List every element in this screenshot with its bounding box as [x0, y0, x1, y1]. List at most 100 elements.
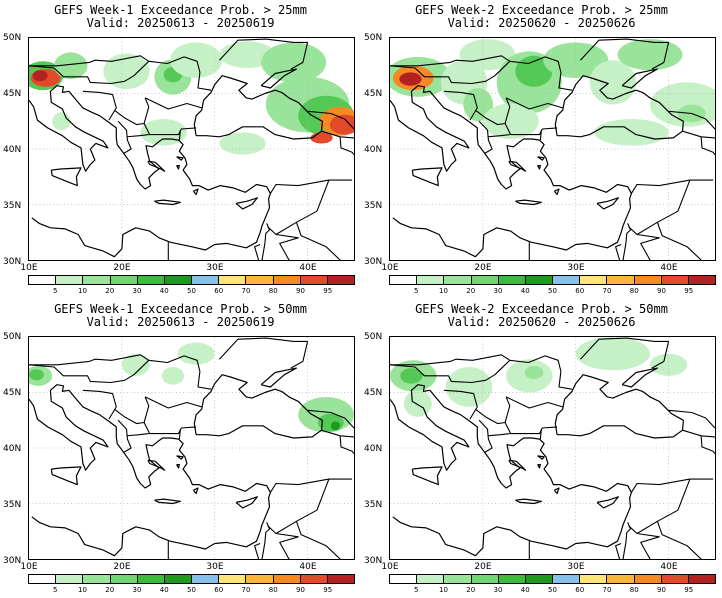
coastline: [537, 164, 541, 170]
lat-label-45n: 45N: [3, 388, 22, 398]
probability-area: [32, 70, 48, 82]
border-line: [504, 97, 558, 136]
colorbar-swatch: [634, 276, 662, 284]
border-line: [126, 134, 149, 138]
lat-label-30n: 30N: [3, 556, 22, 566]
border-line: [668, 409, 715, 429]
lat-label-30n: 30N: [364, 556, 383, 566]
probability-area: [329, 114, 354, 135]
lon-label-10e: 10E: [20, 562, 38, 572]
border-line: [622, 223, 632, 260]
lat-label-30n: 30N: [364, 257, 383, 267]
coastline: [596, 197, 619, 210]
border-line: [443, 90, 478, 121]
border-line: [290, 341, 309, 369]
border-line: [339, 435, 354, 454]
colorbar-swatch: [164, 276, 193, 284]
border-line: [178, 429, 181, 440]
border-line: [636, 532, 660, 559]
lat-label-45n: 45N: [364, 89, 383, 99]
colorbar-label: 5: [53, 287, 58, 295]
coastline: [50, 167, 82, 187]
probability-area: [650, 353, 688, 376]
probability-area: [575, 337, 650, 371]
probability-area: [589, 60, 637, 105]
colorbar-swatch: [607, 276, 635, 284]
probability-area: [219, 132, 266, 155]
lon-label-10e: 10E: [381, 263, 399, 273]
border-line: [321, 429, 354, 438]
border-line: [656, 222, 702, 260]
panel-title: GEFS Week-1 Exceedance Prob. > 25mm: [54, 3, 307, 17]
border-line: [505, 396, 563, 409]
colorbar-swatch: [471, 276, 499, 284]
coastline: [515, 498, 542, 505]
colorbar-swatch: [580, 276, 608, 284]
country-borders: [29, 337, 354, 559]
lat-label-35n: 35N: [364, 500, 383, 510]
border-line: [579, 337, 669, 360]
colorbar-label: 95: [323, 287, 333, 295]
lat-label-35n: 35N: [364, 201, 383, 211]
coastline: [147, 459, 166, 471]
lon-label-30e: 30E: [206, 263, 224, 273]
border-line: [700, 435, 715, 454]
probability-area: [29, 369, 44, 381]
map-area: [28, 37, 355, 261]
coastline: [29, 85, 271, 258]
map-svg: [29, 38, 354, 260]
colorbar-swatch: [580, 575, 608, 583]
border-line: [636, 233, 660, 260]
map-panel-week1-50mm: GEFS Week-1 Exceedance Prob. > 50mm Vali…: [0, 299, 361, 598]
colorbar-swatch: [607, 575, 635, 583]
border-line: [682, 130, 715, 139]
border-line: [114, 109, 145, 126]
colorbar-swatch: [300, 575, 328, 583]
colorbar-swatch: [273, 575, 301, 583]
border-line: [630, 179, 714, 194]
border-line: [579, 38, 669, 61]
colorbar: [389, 574, 716, 584]
map-area: [389, 37, 716, 261]
colorbar-label: 5: [414, 287, 419, 295]
colorbar-swatch: [390, 575, 418, 583]
coastline: [390, 85, 632, 258]
map-panel-week2-50mm: GEFS Week-2 Exceedance Prob. > 50mm Vali…: [361, 299, 722, 598]
colorbar-swatch: [688, 276, 716, 284]
colorbar-label: 70: [241, 586, 251, 594]
panel-valid-dates: Valid: 20250613 - 20250619: [86, 16, 275, 30]
probability-area: [161, 366, 185, 385]
colorbar-label: 80: [629, 586, 639, 594]
border-line: [143, 97, 197, 136]
coastline: [553, 188, 560, 196]
colorbar-label: 60: [214, 586, 224, 594]
colorbar-label: 90: [296, 586, 305, 594]
probability-area: [400, 368, 423, 384]
map-svg: [29, 337, 354, 559]
probability-area: [177, 342, 215, 365]
coastlines: [29, 68, 354, 260]
border-line: [275, 532, 299, 559]
lat-label-35n: 35N: [3, 500, 22, 510]
colorbar-label: 10: [78, 586, 87, 594]
probability-area: [219, 41, 276, 68]
colorbar-swatch: [327, 575, 355, 583]
border-line: [144, 396, 202, 409]
lon-label-30e: 30E: [567, 562, 585, 572]
border-line: [178, 130, 181, 141]
colorbar-label: 70: [602, 586, 612, 594]
map-area: [389, 336, 716, 560]
coastline: [554, 75, 684, 140]
lat-label-50n: 50N: [364, 33, 383, 43]
border-line: [487, 433, 510, 437]
probability-area: [445, 366, 493, 407]
coastline: [147, 160, 166, 172]
colorbar-swatch: [110, 276, 138, 284]
border-line: [117, 120, 132, 154]
colorbar-swatch: [498, 575, 526, 583]
colorbar-swatch: [110, 575, 138, 583]
border-line: [700, 136, 715, 155]
border-line: [114, 408, 145, 425]
probability-shading: [29, 342, 354, 433]
border-line: [29, 60, 150, 85]
